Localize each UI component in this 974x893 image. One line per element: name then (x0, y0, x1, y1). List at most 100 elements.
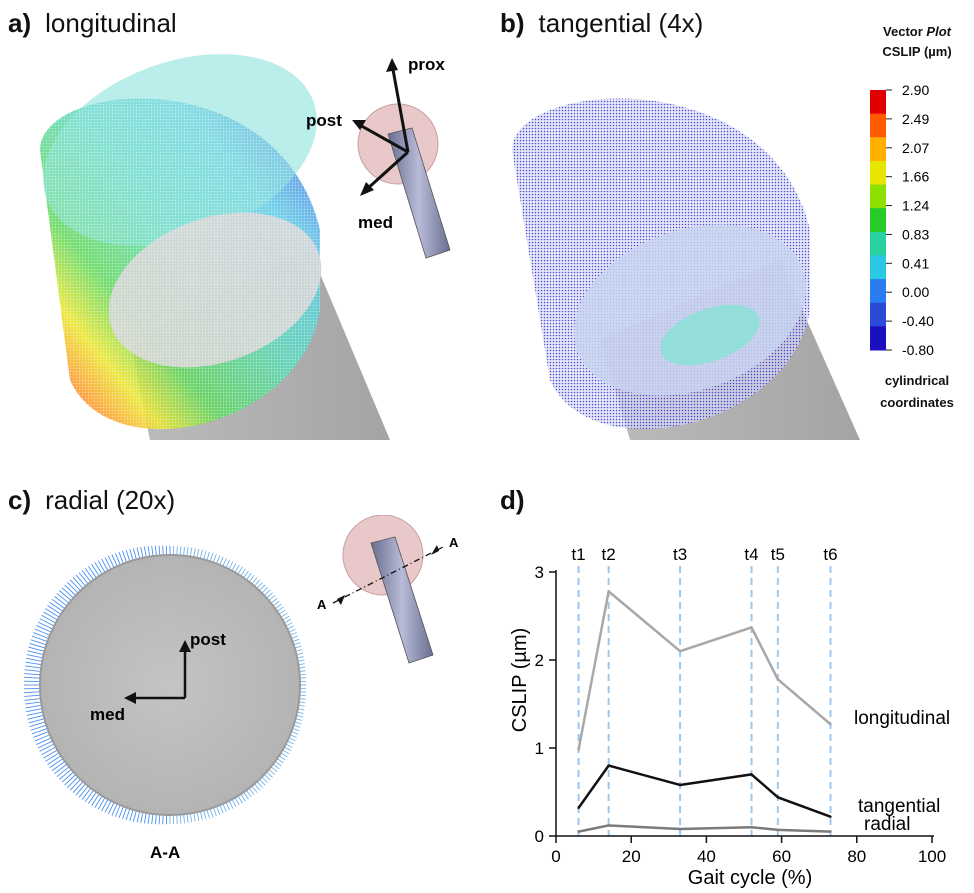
radial-vector (295, 718, 303, 721)
series-point-longitudinal-4 (776, 678, 780, 681)
radial-vector (45, 608, 60, 618)
radial-vector (75, 783, 86, 796)
radial-vector (94, 562, 103, 575)
radial-vector (263, 589, 271, 596)
radial-vector (49, 758, 64, 769)
panel-a-label: a) longitudinal (8, 8, 177, 39)
radial-vector (91, 793, 100, 806)
radial-vector (196, 549, 200, 558)
radial-vector (49, 601, 64, 612)
radial-vector (51, 598, 66, 609)
radial-vector (248, 574, 255, 583)
radial-vector (261, 776, 268, 783)
med-label-c: med (90, 705, 125, 724)
chart-series (577, 590, 832, 833)
timepoint-label-t4: t4 (744, 545, 758, 564)
radial-vector (154, 814, 157, 825)
radial-vector (270, 766, 278, 773)
legend-swatch-3 (870, 160, 886, 186)
radial-vector (158, 814, 161, 825)
radial-vector (91, 564, 100, 577)
radial-vector (299, 698, 306, 700)
x-tick-label-100: 100 (918, 847, 946, 866)
timepoint-label-t5: t5 (771, 545, 785, 564)
radial-vector (266, 592, 273, 599)
radial-vector (206, 809, 210, 819)
radial-vector (285, 622, 293, 627)
cut-label-right: A (449, 535, 459, 550)
radial-vector (67, 582, 79, 594)
radial-vector (285, 743, 293, 748)
panel-b-label: b) tangential (4x) (500, 8, 703, 39)
section-marker-right (431, 545, 439, 555)
radial-vector (37, 740, 53, 749)
series-label-tangential: tangential (858, 796, 940, 817)
radial-vector (297, 656, 304, 659)
radial-vector (143, 546, 147, 558)
cross-section-disk (39, 554, 301, 816)
radial-vector (228, 800, 234, 809)
radial-vector (189, 813, 193, 823)
radial-vector (222, 803, 227, 812)
prox-arrow-head (386, 58, 398, 72)
radial-vector (268, 595, 276, 601)
radial-vector (56, 766, 70, 778)
radial-vector (291, 635, 299, 639)
radial-vector (45, 752, 60, 762)
radial-vector (118, 551, 124, 564)
legend-tick-label-8: -0.40 (902, 313, 934, 329)
panel-a-figure (40, 54, 390, 440)
radial-vector (193, 812, 196, 822)
radial-vector (193, 548, 196, 558)
radial-vector (280, 612, 288, 618)
radial-vector (154, 545, 157, 556)
radial-vector (34, 628, 51, 636)
radial-vector (274, 603, 282, 609)
radial-vector (72, 577, 84, 589)
radial-vector (295, 649, 303, 652)
series-label-radial: radial (864, 814, 910, 835)
radial-vector (151, 545, 154, 557)
radial-vector (54, 763, 68, 775)
panel-a-letter: a) (8, 8, 32, 38)
legend-swatch-5 (870, 208, 886, 233)
series-line-radial (578, 824, 831, 833)
radial-vector (47, 755, 62, 765)
series-point-radial-1 (607, 824, 610, 827)
radial-vector (26, 711, 43, 716)
radial-vector (292, 727, 300, 732)
radial-vector (122, 807, 128, 820)
radial-vector (81, 570, 92, 583)
radial-vector (61, 771, 74, 783)
radial-vector (25, 704, 42, 709)
radial-vector (69, 778, 81, 791)
radial-vector (199, 811, 203, 821)
post-arrow-head (352, 120, 366, 130)
legend-title-plot: Plot (926, 24, 951, 39)
panel-b-figure (512, 98, 860, 440)
section-label: A-A (150, 843, 180, 862)
radial-vector (26, 654, 43, 659)
timepoint-label-t2: t2 (602, 545, 616, 564)
radial-vector (298, 663, 305, 666)
radial-vector (216, 806, 221, 815)
radial-vector (270, 597, 278, 604)
radial-vector (246, 572, 252, 581)
radial-vector (272, 763, 280, 770)
radial-vector (115, 553, 121, 566)
legend-swatch-4 (870, 184, 886, 209)
radial-vector (298, 704, 305, 707)
radial-vector (189, 547, 193, 557)
radial-vector (254, 783, 261, 791)
radial-vector (34, 734, 51, 742)
radial-vector (251, 785, 258, 793)
radial-vector (291, 731, 299, 735)
series-point-longitudinal-0 (577, 748, 580, 751)
radial-vector (259, 584, 266, 592)
legend-tick-label-1: 2.49 (902, 111, 929, 127)
radial-vector (276, 758, 284, 764)
post-label-c: post (190, 630, 226, 649)
radial-vector (294, 721, 302, 725)
panel-c-letter: c) (8, 485, 32, 515)
radial-vector (243, 791, 249, 800)
